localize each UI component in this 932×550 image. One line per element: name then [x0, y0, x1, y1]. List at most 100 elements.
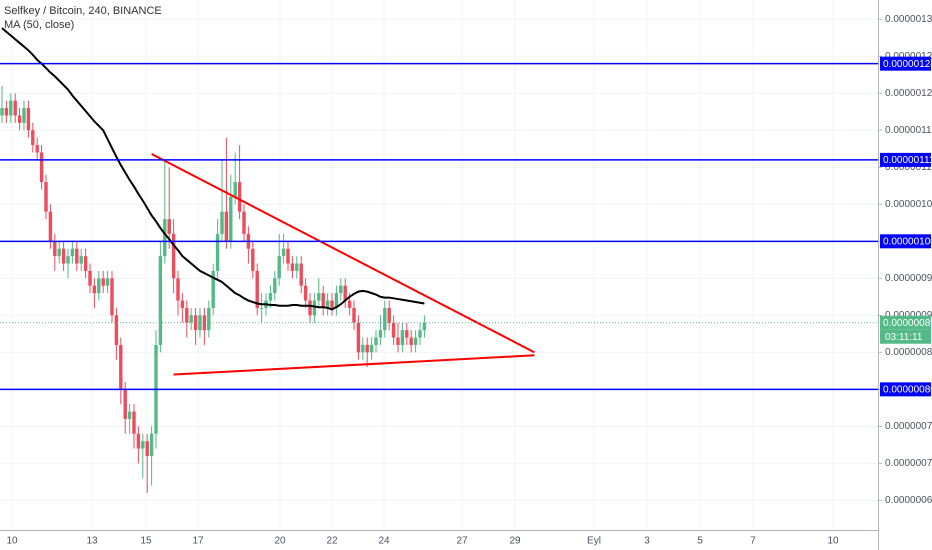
- last-price-badge: [880, 315, 931, 330]
- candle-body: [4, 108, 9, 116]
- candle-body: [176, 278, 180, 301]
- candle-body: [220, 211, 224, 234]
- candle-body: [180, 300, 185, 308]
- candle-body: [317, 293, 321, 301]
- chart-title: Selfkey / Bitcoin, 240, BINANCE: [4, 5, 162, 17]
- candle-body: [268, 293, 273, 301]
- x-tick-label: 13: [86, 536, 98, 547]
- horizontal-line-badge: [880, 152, 931, 167]
- candle-body: [48, 211, 53, 242]
- candle-body: [105, 278, 110, 286]
- candle-body: [409, 337, 413, 345]
- candle-body: [167, 219, 171, 234]
- horizontal-line-badge: [880, 56, 931, 71]
- candle-body: [123, 389, 127, 419]
- candle-body: [299, 263, 303, 286]
- horizontal-line-label: 0.00000124: [883, 59, 932, 70]
- candle-body: [224, 211, 229, 242]
- candle-body: [57, 248, 61, 257]
- horizontal-line-label: 0.00000100: [883, 236, 932, 247]
- y-tick-label: 0.00000125: [885, 51, 932, 62]
- candle-body: [387, 307, 391, 323]
- candle-body: [127, 411, 132, 419]
- countdown-badge: [880, 329, 931, 344]
- ma-line: [1, 27, 425, 311]
- candle-body: [22, 108, 26, 123]
- candle-body: [114, 315, 119, 345]
- candle-body: [35, 145, 39, 153]
- candle-body: [101, 278, 105, 286]
- candle-body: [255, 270, 259, 308]
- candle-body: [136, 433, 141, 449]
- candle-body: [312, 300, 317, 316]
- candle-body: [405, 330, 409, 338]
- candle-body: [66, 256, 70, 264]
- candle-body: [242, 211, 246, 234]
- candle-body: [110, 278, 114, 316]
- countdown-label: 03:11:11: [885, 332, 923, 343]
- candle-body: [198, 315, 202, 331]
- candle-body: [273, 278, 277, 294]
- x-tick-label: 17: [192, 536, 204, 547]
- candle-body: [13, 100, 17, 116]
- horizontal-line-label: 0.00000111: [883, 155, 932, 166]
- candle-body: [422, 322, 427, 331]
- x-tick-label: 29: [509, 536, 521, 547]
- candle-body: [383, 307, 387, 331]
- y-tick-label: 0.00000105: [885, 199, 932, 210]
- candle-body: [0, 108, 4, 116]
- trendline: [173, 354, 535, 376]
- candle-body: [308, 300, 312, 316]
- horizontal-line-label: 0.00000080: [883, 384, 932, 395]
- candle-body: [339, 285, 343, 294]
- candle-body: [92, 285, 97, 294]
- candle-body: [61, 248, 66, 264]
- candle-body: [334, 293, 339, 308]
- candle-body: [396, 337, 400, 345]
- candle-body: [352, 307, 356, 323]
- candle-body: [290, 263, 295, 271]
- candle-body: [88, 270, 92, 286]
- candle-body: [378, 330, 383, 338]
- candle-body: [9, 100, 13, 116]
- candle-body: [321, 293, 325, 308]
- candle-body: [97, 278, 101, 294]
- x-tick-label: 20: [274, 536, 286, 547]
- candle-body: [17, 115, 22, 123]
- x-tick-label: 7: [750, 536, 756, 547]
- candle-body: [413, 337, 418, 345]
- candle-body: [418, 330, 422, 338]
- x-tick-label: 10: [827, 536, 839, 547]
- candle-body: [356, 322, 361, 353]
- candle-body: [374, 337, 378, 345]
- x-tick-label: 3: [644, 536, 650, 547]
- last-price-label: 0.00000089: [883, 318, 932, 329]
- y-tick-label: 0.00000115: [885, 125, 932, 136]
- horizontal-line-badge: [880, 234, 931, 249]
- x-tick-label: 22: [326, 536, 338, 547]
- candle-body: [31, 130, 35, 146]
- horizontal-line-badge: [880, 382, 931, 397]
- candle-body: [259, 307, 264, 309]
- candle-body: [132, 411, 136, 434]
- candle-body: [158, 256, 163, 345]
- candle-body: [365, 344, 369, 353]
- candle-body: [207, 307, 211, 331]
- x-tick-label: 27: [456, 536, 468, 547]
- candle-body: [347, 300, 352, 308]
- candle-body: [211, 270, 215, 308]
- candle-body: [286, 248, 290, 264]
- candle-body: [70, 248, 75, 257]
- x-tick-label: 5: [697, 536, 703, 547]
- candle-body: [141, 441, 145, 449]
- x-tick-label: 24: [378, 536, 390, 547]
- candle-body: [361, 344, 365, 353]
- legend-entry: MA (50, close): [4, 19, 74, 31]
- candle-body: [75, 248, 79, 264]
- candle-body: [295, 263, 299, 271]
- candle-body: [215, 233, 220, 271]
